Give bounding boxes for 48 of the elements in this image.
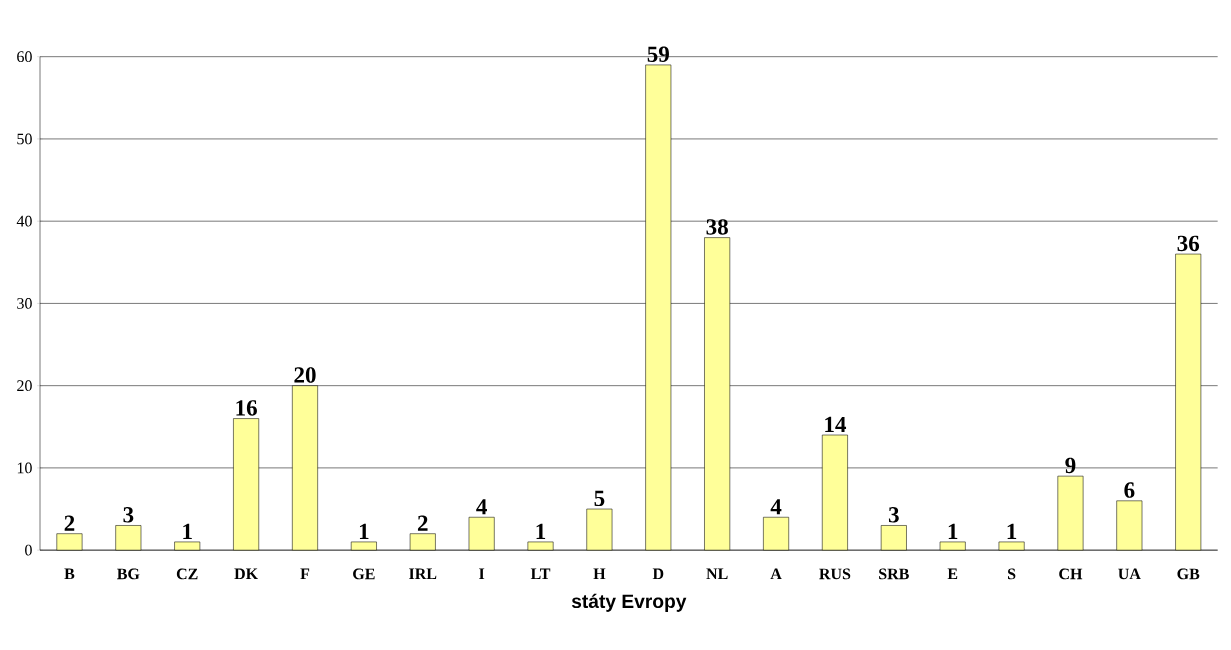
data-label: 2 [64,515,75,531]
data-label: 59 [647,46,669,62]
x-tick-label: B [64,568,75,579]
y-tick-label: 10 [17,462,32,474]
y-tick-label: 40 [16,215,32,227]
x-tick-label: E [947,568,958,579]
y-tick-label: 60 [17,51,32,62]
x-axis-title: státy Evropy [571,593,687,612]
y-tick-label: 20 [17,380,32,391]
data-label: 9 [1065,457,1076,474]
data-label: 3 [888,506,899,523]
data-label: 16 [236,400,257,416]
x-tick-label: A [770,568,782,580]
x-tick-label: CZ [176,568,198,580]
x-tick-label: I [479,568,485,579]
x-tick-label: SRB [879,568,909,580]
data-label: 6 [1124,482,1135,498]
data-label: 3 [123,506,134,523]
y-tick-label: 0 [25,544,32,556]
x-tick-label: BG [117,568,140,580]
data-label: 1 [359,523,369,539]
x-tick-label: F [300,568,310,579]
y-tick-label: 30 [17,297,32,309]
x-tick-label: DK [234,568,258,579]
data-label: 4 [770,499,782,515]
data-label: 2 [417,515,428,531]
x-tick-label: UA [1118,568,1141,580]
data-label: 14 [825,416,847,432]
x-tick-label: CH [1059,568,1083,580]
data-label: 1 [536,523,546,539]
data-label: 1 [1007,523,1017,539]
x-tick-label: LT [530,568,551,579]
x-tick-label: NL [706,568,728,579]
data-label: 38 [706,219,728,235]
x-tick-label: IRL [409,568,437,579]
x-tick-label: D [652,568,664,579]
data-label: 20 [294,367,316,383]
data-label: 1 [183,523,192,539]
data-label: 4 [476,499,487,515]
x-tick-label: GE [353,568,375,580]
x-tick-label: S [1007,568,1016,580]
data-label: 1 [948,523,958,539]
x-tick-label: GB [1177,568,1200,580]
data-label: 5 [594,490,605,507]
x-tick-label: RUS [819,568,851,580]
y-tick-label: 50 [17,133,32,145]
data-label: 36 [1177,235,1200,252]
x-tick-label: H [593,568,606,579]
